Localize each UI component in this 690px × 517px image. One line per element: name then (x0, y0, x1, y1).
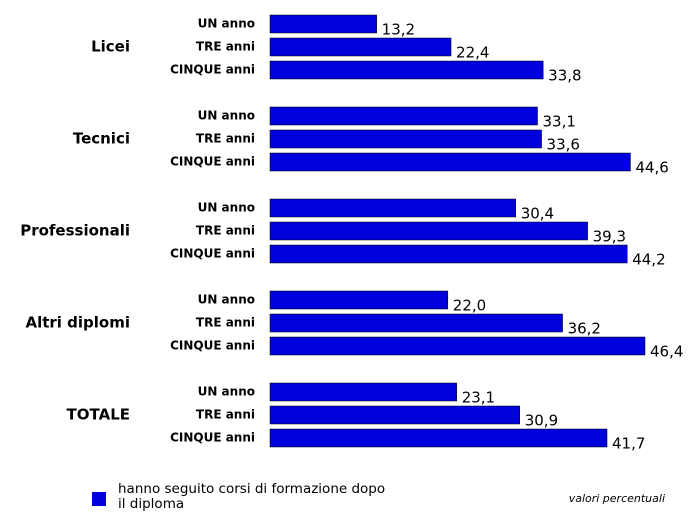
value-label: 23,1 (462, 389, 495, 407)
bar (269, 313, 563, 333)
category-label: UN anno (198, 201, 255, 215)
bar (269, 336, 646, 356)
bar (269, 221, 588, 241)
group-label: Licei (91, 38, 130, 56)
category-label: TRE anni (196, 408, 255, 422)
bar (269, 37, 452, 57)
bar (269, 290, 449, 310)
bar (269, 382, 457, 402)
bar (269, 152, 631, 172)
value-label: 33,8 (548, 67, 581, 85)
value-label: 22,0 (453, 297, 486, 315)
bar (269, 14, 377, 34)
bar (269, 106, 538, 126)
group-label: TOTALE (67, 406, 130, 424)
category-label: TRE anni (196, 316, 255, 330)
value-label: 33,6 (547, 136, 580, 154)
value-label: 33,1 (543, 113, 576, 131)
category-label: UN anno (198, 293, 255, 307)
category-label: CINQUE anni (170, 431, 255, 445)
bar (269, 60, 544, 80)
category-label: CINQUE anni (170, 339, 255, 353)
group-label: Tecnici (73, 130, 130, 148)
bar (269, 129, 542, 149)
bar (269, 244, 628, 264)
value-label: 44,2 (632, 251, 665, 269)
legend-swatch (92, 492, 106, 506)
value-label: 30,4 (521, 205, 554, 223)
category-label: UN anno (198, 385, 255, 399)
category-label: CINQUE anni (170, 155, 255, 169)
value-label: 44,6 (635, 159, 668, 177)
category-label: TRE anni (196, 132, 255, 146)
category-label: UN anno (198, 17, 255, 31)
category-label: TRE anni (196, 40, 255, 54)
value-label: 41,7 (612, 435, 645, 453)
group-label: Altri diplomi (25, 314, 130, 332)
bar (269, 405, 520, 425)
category-label: CINQUE anni (170, 247, 255, 261)
value-label: 46,4 (650, 343, 683, 361)
legend-label: hanno seguito corsi di formazione dopo i… (118, 481, 386, 512)
value-label: 36,2 (568, 320, 601, 338)
value-label: 39,3 (593, 228, 626, 246)
annotation: valori percentuali (569, 492, 665, 505)
value-label: 13,2 (382, 21, 415, 39)
category-label: CINQUE anni (170, 63, 255, 77)
bar (269, 428, 608, 448)
value-label: 22,4 (456, 44, 489, 62)
bar (269, 198, 516, 218)
category-label: UN anno (198, 109, 255, 123)
value-label: 30,9 (525, 412, 558, 430)
group-label: Professionali (20, 222, 130, 240)
category-label: TRE anni (196, 224, 255, 238)
